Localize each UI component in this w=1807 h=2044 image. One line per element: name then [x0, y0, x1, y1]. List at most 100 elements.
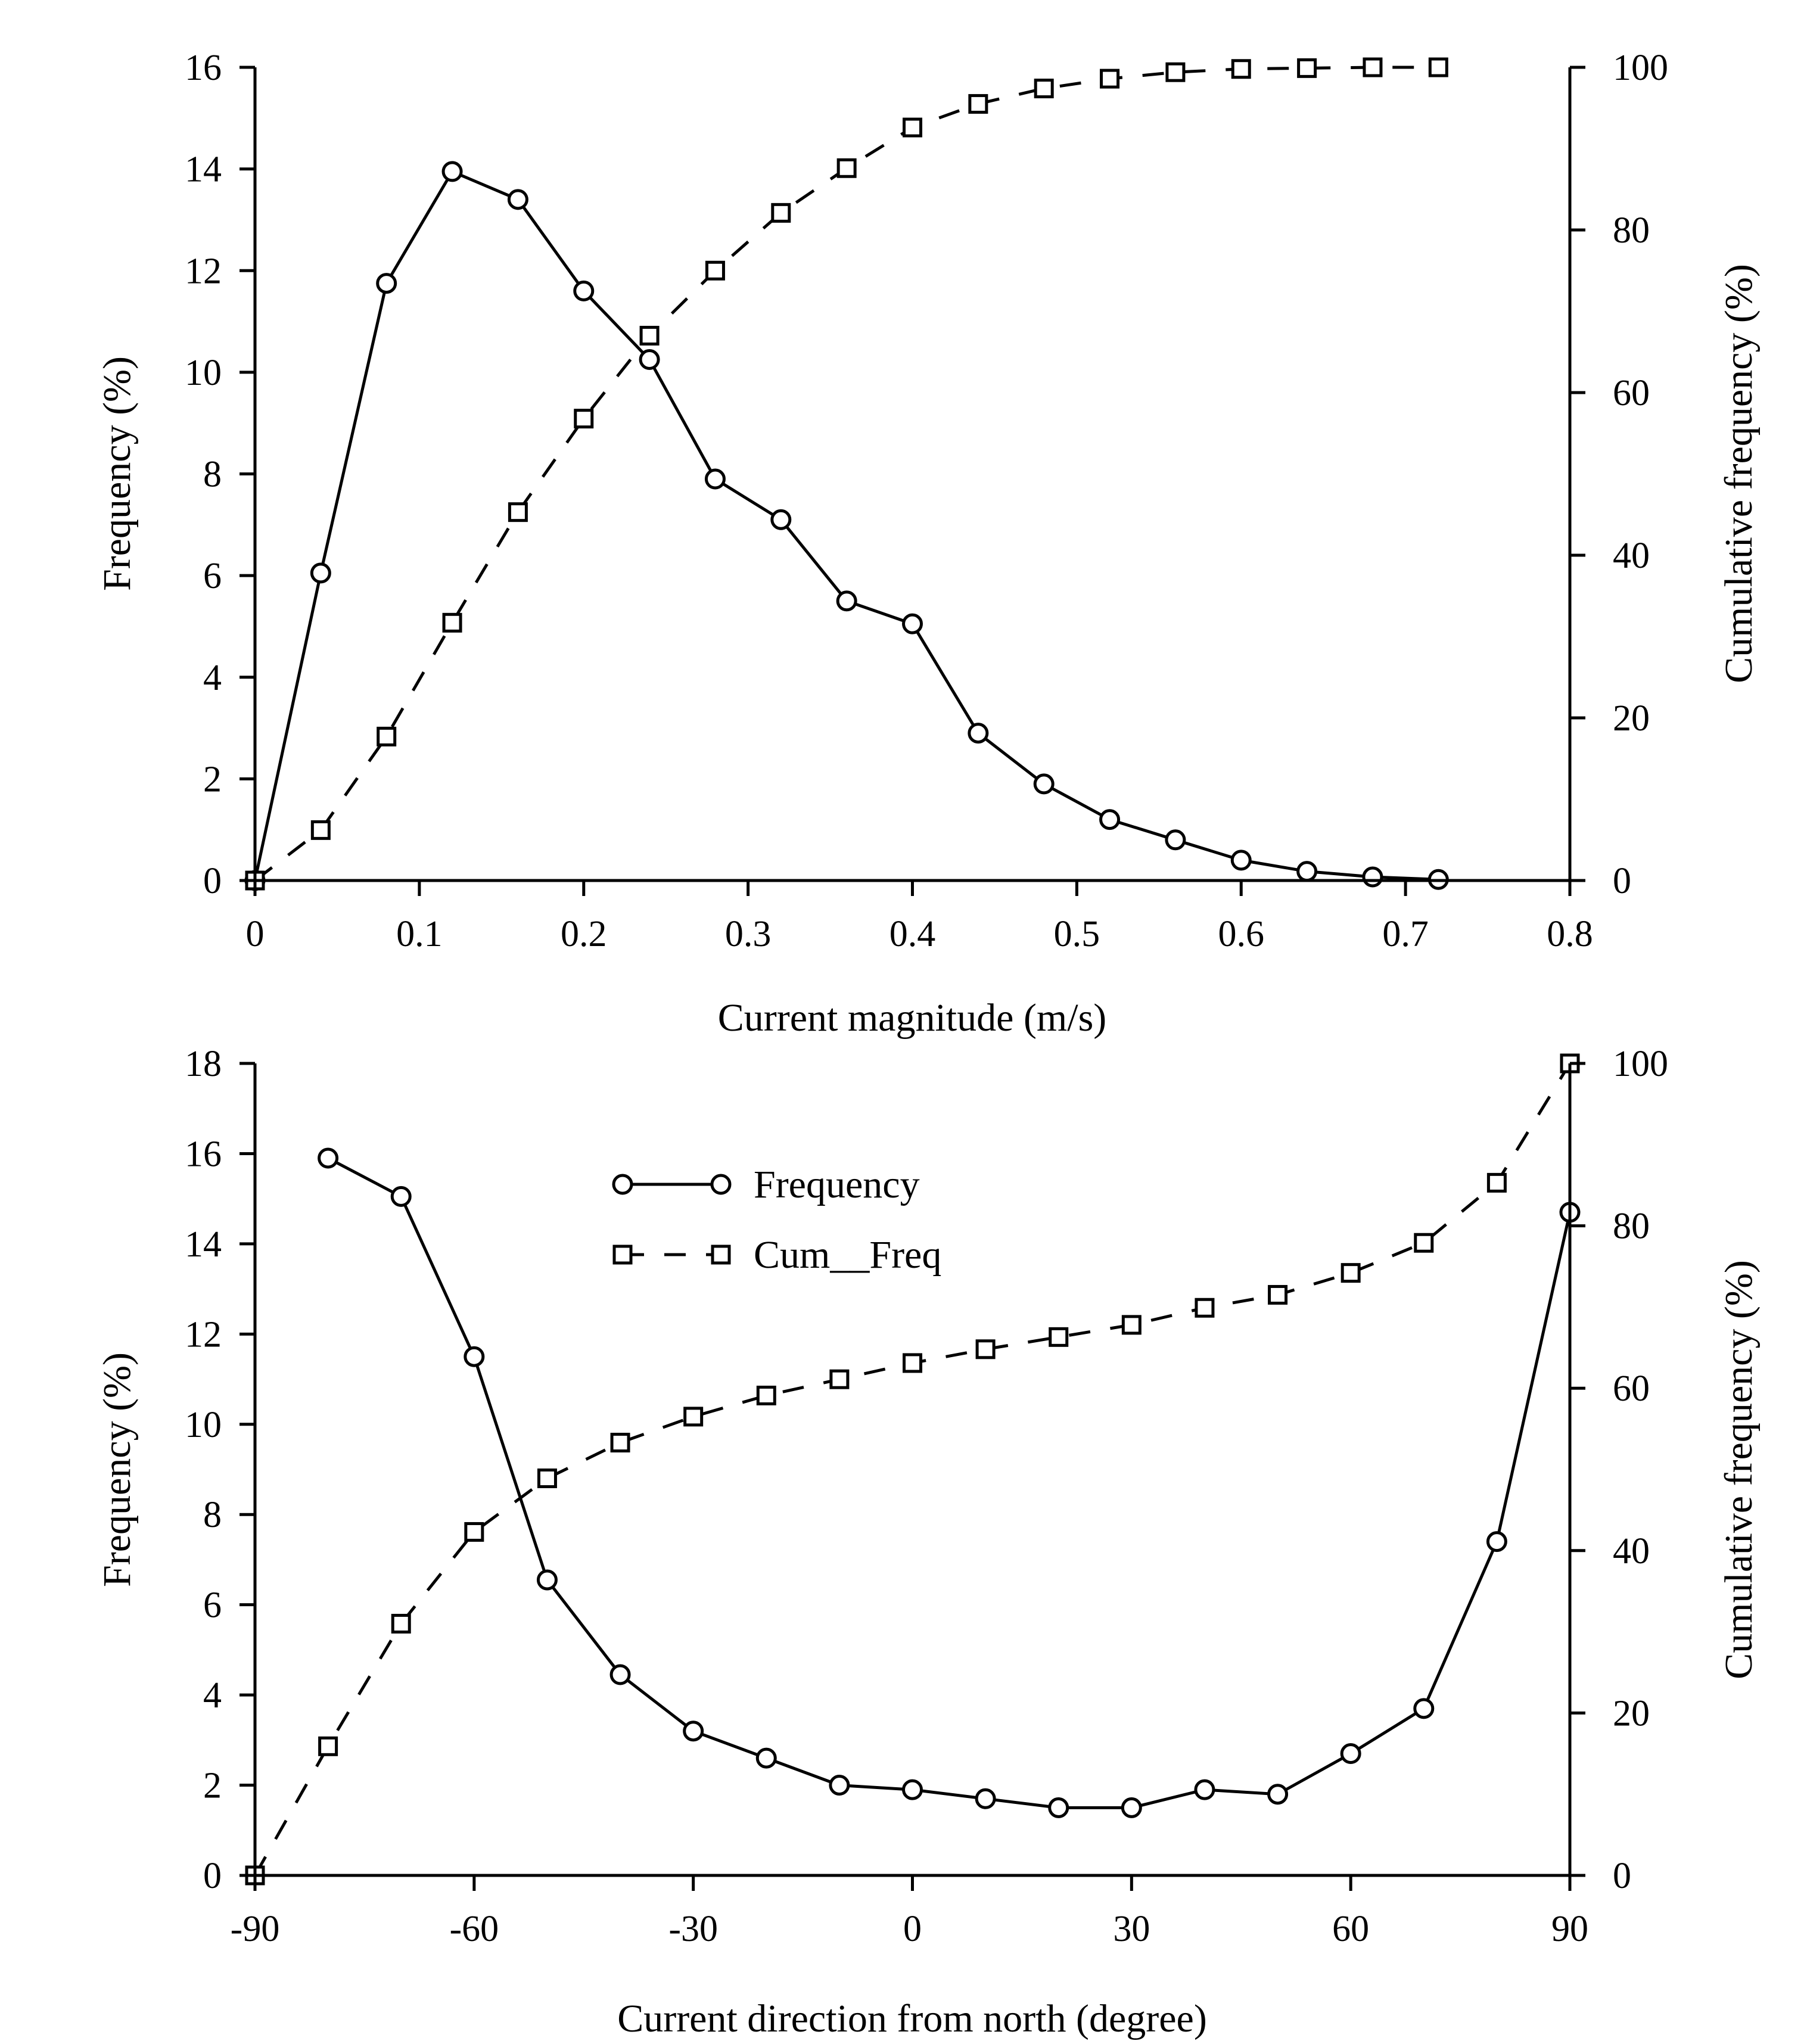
direction-frequency-point	[1267, 1784, 1289, 1805]
direction-frequency-point	[464, 1346, 485, 1367]
legend-frequency-label: Frequency	[754, 1163, 920, 1206]
direction-frequency-point	[318, 1147, 339, 1169]
magnitude-cum-freq-point	[310, 820, 331, 840]
magnitude-frequency-point	[968, 723, 989, 744]
direction-x-tick-label: -30	[668, 1909, 718, 1949]
magnitude-frequency-point	[1033, 773, 1055, 795]
direction-x-tick-label: 30	[1113, 1909, 1150, 1949]
direction-x-tick-label: 60	[1332, 1909, 1369, 1949]
magnitude-frequency-point	[902, 613, 923, 634]
direction-x-tick-label: 90	[1551, 1909, 1588, 1949]
magnitude-cum-freq-point	[903, 117, 922, 138]
direction-y2-tick-label: 20	[1613, 1693, 1650, 1734]
direction-cum-freq-point	[1341, 1263, 1361, 1283]
magnitude-y-axis-title: Frequency (%)	[95, 356, 139, 591]
magnitude-x-tick-label: 0.1	[396, 914, 443, 954]
magnitude-cum-freq-point	[968, 94, 988, 114]
magnitude-frequency-point	[507, 189, 528, 210]
direction-y-tick-label: 0	[203, 1856, 222, 1896]
magnitude-cum-freq-point	[1165, 62, 1186, 82]
direction-y2-tick-label: 40	[1613, 1531, 1650, 1572]
direction-y-tick-label: 12	[185, 1314, 222, 1355]
magnitude-x-tick-label: 0.6	[1218, 914, 1265, 954]
legend-entry-cum-freq: Cum__Freq	[612, 1233, 941, 1277]
magnitude-cum-freq-point	[1428, 57, 1448, 77]
direction-y-tick-label: 8	[203, 1495, 222, 1535]
magnitude-cum-freq-point	[574, 409, 594, 429]
magnitude-chart: 0 0.1 0.2 0.3 0.4 0.5 0.6 0.7 0.8 0 2 4 6 8 10 12 14 16 0 2…	[95, 48, 1761, 1040]
magnitude-y2-tick-label: 40	[1613, 536, 1650, 576]
magnitude-cum-freq-point	[1100, 69, 1120, 89]
direction-y2-tick-label: 0	[1613, 1856, 1631, 1896]
magnitude-x-tick-label: 0.8	[1547, 914, 1593, 954]
direction-frequency-point	[1121, 1797, 1142, 1818]
magnitude-frequency-point	[441, 161, 463, 182]
magnitude-cum-freq-point	[442, 612, 462, 633]
magnitude-x-tick-label: 0.7	[1382, 914, 1429, 954]
direction-y2-tick-label: 80	[1613, 1206, 1650, 1247]
magnitude-frequency-point	[836, 590, 857, 612]
magnitude-cum-freq-point	[836, 158, 857, 178]
legend: Frequency Cum__Freq	[612, 1163, 941, 1277]
direction-cum-freq-point	[829, 1369, 850, 1389]
legend-entry-frequency: Frequency	[612, 1163, 920, 1206]
magnitude-series-layer	[244, 57, 1449, 891]
direction-y2-axis-title: Cumulative frequency (%)	[1717, 1260, 1761, 1679]
direction-y-axis-title: Frequency (%)	[95, 1352, 139, 1587]
direction-cum-freq-point	[1486, 1172, 1507, 1193]
magnitude-frequency-point	[704, 468, 726, 490]
magnitude-frequency-point	[573, 280, 595, 301]
direction-y-tick-label: 2	[203, 1766, 222, 1806]
direction-y2-tick-label: 60	[1613, 1368, 1650, 1409]
magnitude-y2-tick-label: 20	[1613, 698, 1650, 739]
magnitude-y2-tick-label: 80	[1613, 210, 1650, 251]
magnitude-y-tick-label: 8	[203, 455, 222, 495]
direction-y-tick-label: 6	[203, 1585, 222, 1626]
magnitude-x-axis-title: Current magnitude (m/s)	[718, 996, 1107, 1040]
magnitude-y-tick-label: 10	[185, 353, 222, 393]
direction-x-tick-label: -90	[231, 1909, 280, 1949]
magnitude-x-tick-label: 0.3	[725, 914, 772, 954]
direction-x-tick-label: 0	[903, 1909, 922, 1949]
legend-frequency-marker-left	[612, 1174, 633, 1195]
direction-cum-freq-point	[1121, 1315, 1142, 1335]
direction-x-tick-label: -60	[450, 1909, 499, 1949]
magnitude-cum-freq-point	[705, 260, 725, 281]
direction-frequency-point	[1048, 1797, 1069, 1818]
magnitude-cum-freq-point	[639, 325, 660, 346]
magnitude-y-tick-label: 0	[203, 861, 222, 901]
magnitude-y2-tick-label: 100	[1613, 48, 1668, 88]
magnitude-frequency-point	[1099, 809, 1121, 830]
magnitude-frequency-point	[1165, 829, 1186, 851]
direction-frequency-point	[1340, 1743, 1361, 1765]
legend-cum-freq-label: Cum__Freq	[754, 1233, 941, 1277]
direction-y-tick-label: 16	[185, 1134, 222, 1174]
direction-frequency-point	[683, 1721, 704, 1742]
direction-frequency-line	[327, 1156, 1572, 1809]
magnitude-cum-freq-point	[1363, 57, 1383, 77]
direction-y2-tick-label: 100	[1613, 1044, 1668, 1084]
direction-frequency-point	[536, 1569, 558, 1591]
magnitude-y-tick-label: 6	[203, 556, 222, 596]
direction-frequency-point	[1413, 1698, 1435, 1719]
direction-chart: -90 -60 -30 0 30 60 90 0 2 4 6 8 10 12 14 16 18 0 20 40 60 80…	[95, 1044, 1761, 2040]
direction-cum-freq-point	[903, 1353, 922, 1373]
direction-y-tick-label: 14	[185, 1224, 222, 1265]
magnitude-x-tick-label: 0.2	[561, 914, 607, 954]
magnitude-frequency-point	[1296, 861, 1318, 882]
magnitude-cum-freq-point	[1297, 58, 1317, 78]
direction-x-axis-title: Current direction from north (degree)	[617, 1997, 1207, 2040]
direction-frequency-point	[1486, 1531, 1507, 1553]
direction-cum-freq-point	[1268, 1284, 1288, 1305]
legend-cum-freq-marker-left	[612, 1245, 633, 1265]
legend-frequency-marker-right	[710, 1174, 732, 1195]
direction-cum-freq-point	[1049, 1327, 1069, 1347]
legend-cum-freq-marker-right	[711, 1245, 731, 1265]
direction-frequency-point	[390, 1186, 412, 1207]
direction-frequency-point	[755, 1747, 777, 1769]
direction-cum-freq-point	[1414, 1233, 1434, 1253]
direction-cum-freq-point	[391, 1613, 411, 1634]
magnitude-cum-freq-point	[508, 502, 528, 522]
